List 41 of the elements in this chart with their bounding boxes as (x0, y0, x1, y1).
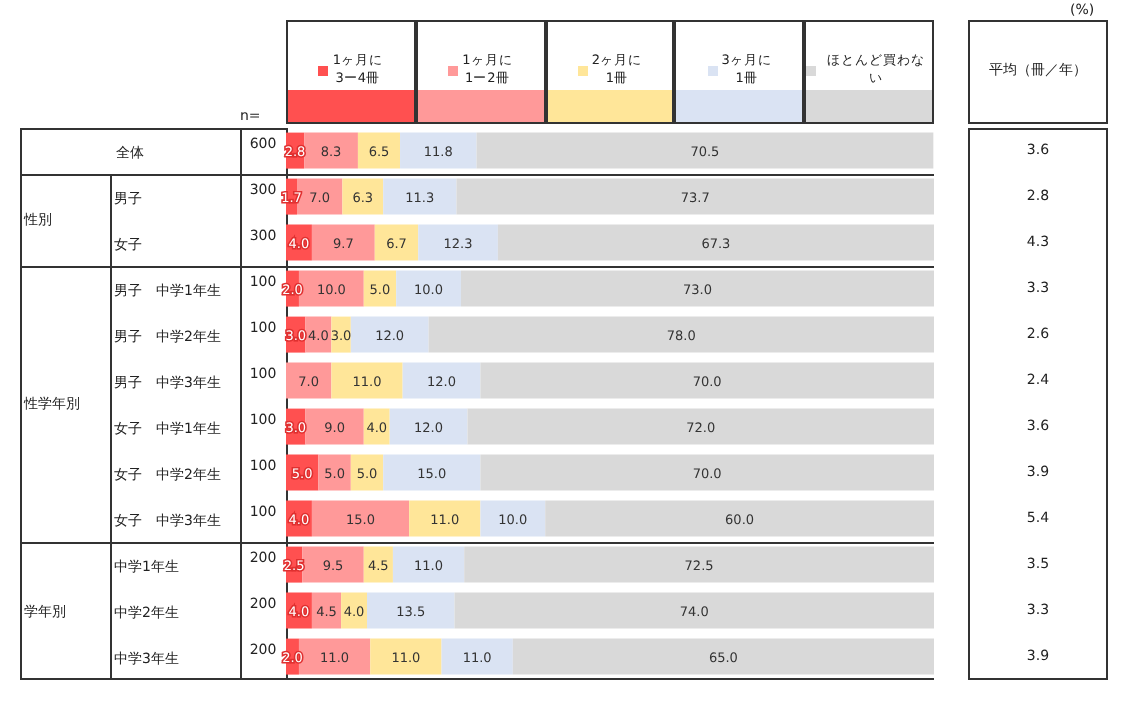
bar (331, 362, 403, 399)
bar (441, 638, 513, 675)
bar (350, 316, 429, 353)
bar (409, 500, 481, 537)
bar (467, 408, 934, 445)
bar (305, 408, 364, 445)
bar (497, 224, 934, 261)
bar (392, 546, 465, 583)
bar (428, 316, 934, 353)
bar (454, 592, 934, 629)
bar (402, 362, 481, 399)
bar (311, 224, 375, 261)
bar (383, 454, 481, 491)
bar (480, 500, 546, 537)
bar (389, 408, 468, 445)
bar (545, 500, 934, 537)
bar (302, 546, 364, 583)
bar (480, 362, 934, 399)
bar (350, 454, 384, 491)
bar (298, 270, 364, 307)
bar (311, 592, 342, 629)
bar (476, 132, 934, 169)
bar (304, 132, 358, 169)
bar (456, 178, 934, 215)
bar (418, 224, 498, 261)
bar (311, 500, 410, 537)
bar (367, 592, 455, 629)
bar (400, 132, 477, 169)
bar (286, 362, 332, 399)
bar (318, 454, 351, 491)
bar (298, 638, 371, 675)
bar (460, 270, 934, 307)
bar (383, 178, 457, 215)
bar (480, 454, 934, 491)
bar (342, 178, 384, 215)
bar (370, 638, 442, 675)
bar (396, 270, 461, 307)
bar (512, 638, 934, 675)
bar (464, 546, 934, 583)
bar (374, 224, 419, 261)
bar (357, 132, 401, 169)
